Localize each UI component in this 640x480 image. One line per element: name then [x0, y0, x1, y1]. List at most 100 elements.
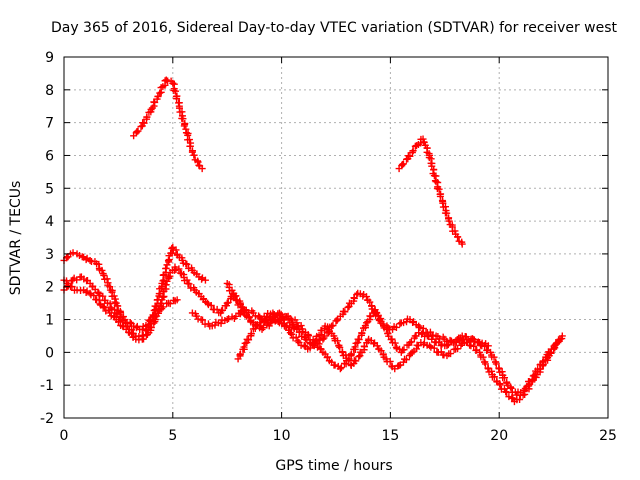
y-tick-label: 7 [45, 116, 54, 132]
plot-frame [63, 56, 609, 419]
data-point-marker [454, 233, 462, 241]
data-point-marker [201, 276, 209, 284]
x-tick-label: 25 [599, 428, 617, 444]
axis-ticks [63, 56, 609, 419]
data-point-marker [213, 305, 221, 313]
y-axis-label: SDTVAR / TECUs [8, 181, 24, 296]
data-point-marker [479, 353, 487, 361]
data-point-marker [183, 276, 191, 284]
data-point-marker [379, 350, 387, 358]
data-point-marker [451, 227, 459, 235]
data-point-marker [270, 311, 278, 319]
data-point-marker [344, 303, 352, 311]
data-point-marker [329, 321, 337, 329]
data-point-marker [350, 294, 358, 302]
data-point-marker [274, 311, 282, 319]
data-point-marker [347, 350, 355, 358]
satellite-track-h [234, 309, 564, 399]
data-point-marker [490, 373, 498, 381]
data-point-marker [166, 300, 174, 308]
data-point-marker [194, 158, 202, 166]
data-point-marker [245, 336, 253, 344]
y-tick-label: 8 [45, 83, 54, 99]
data-point-marker [140, 119, 148, 127]
data-point-marker [305, 332, 313, 340]
data-point-marker [162, 76, 170, 84]
data-point-marker [481, 358, 489, 366]
data-point-marker [430, 344, 438, 352]
data-point-marker [157, 299, 165, 307]
data-point-marker [64, 281, 72, 289]
y-tick-label: -1 [40, 378, 54, 394]
data-point-marker [415, 322, 423, 330]
data-point-marker [300, 341, 308, 349]
y-tick-label: 9 [45, 50, 54, 66]
data-point-marker [351, 343, 359, 351]
data-point-marker [180, 122, 188, 130]
data-point-marker [99, 302, 107, 310]
data-point-marker [239, 306, 247, 314]
data-point-marker [362, 319, 370, 327]
data-point-marker [501, 374, 509, 382]
data-point-marker [432, 178, 440, 186]
data-point-marker [179, 115, 187, 123]
data-point-marker [113, 302, 121, 310]
data-point-marker [223, 316, 231, 324]
data-point-marker [324, 323, 332, 331]
data-point-marker [240, 343, 248, 351]
data-point-marker [82, 288, 90, 296]
data-point-marker [232, 297, 240, 305]
data-point-marker [399, 160, 407, 168]
y-tick-label: 0 [45, 345, 54, 361]
data-point-marker [198, 275, 206, 283]
data-point-marker [286, 329, 294, 337]
data-point-marker [551, 341, 559, 349]
data-point-marker [263, 313, 271, 321]
data-point-marker [228, 286, 236, 294]
data-point-marker [353, 291, 361, 299]
data-point-marker [315, 340, 323, 348]
data-point-marker [175, 265, 183, 273]
data-point-marker [416, 324, 424, 332]
x-tick-label: 20 [490, 428, 508, 444]
data-point-marker [162, 281, 170, 289]
data-point-marker [420, 138, 428, 146]
data-point-marker [110, 292, 118, 300]
y-tick-label: 2 [45, 280, 54, 296]
data-point-marker [289, 319, 297, 327]
satellite-track-d [60, 263, 303, 344]
y-tick-label: 5 [45, 181, 54, 197]
data-point-marker [292, 333, 300, 341]
y-tick-label: 1 [45, 313, 54, 329]
data-point-marker [140, 335, 148, 343]
data-point-marker [336, 365, 344, 373]
x-tick-label: 15 [381, 428, 399, 444]
data-point-marker [407, 338, 415, 346]
data-point-marker [98, 266, 106, 274]
data-point-marker [358, 329, 366, 337]
data-point-marker [490, 353, 498, 361]
data-point-marker [96, 291, 104, 299]
data-point-marker [100, 304, 108, 312]
data-point-marker [528, 376, 536, 384]
y-tick-label: -2 [40, 411, 54, 427]
data-point-marker [443, 209, 451, 217]
data-point-marker [419, 324, 427, 332]
x-tick-label: 5 [168, 428, 177, 444]
data-point-marker [185, 136, 193, 144]
data-point-marker [169, 79, 177, 87]
data-point-marker [496, 381, 504, 389]
data-point-marker [366, 298, 374, 306]
data-point-marker [116, 314, 124, 322]
data-point-marker [190, 151, 198, 159]
data-point-marker [103, 275, 111, 283]
y-tick-label: 4 [45, 214, 54, 230]
data-point-marker [481, 342, 489, 350]
data-point-marker [335, 342, 343, 350]
data-point-marker [374, 311, 382, 319]
satellite-track-b [395, 135, 466, 248]
data-point-marker [247, 330, 255, 338]
data-point-marker [172, 87, 180, 95]
data-point-marker [199, 316, 207, 324]
